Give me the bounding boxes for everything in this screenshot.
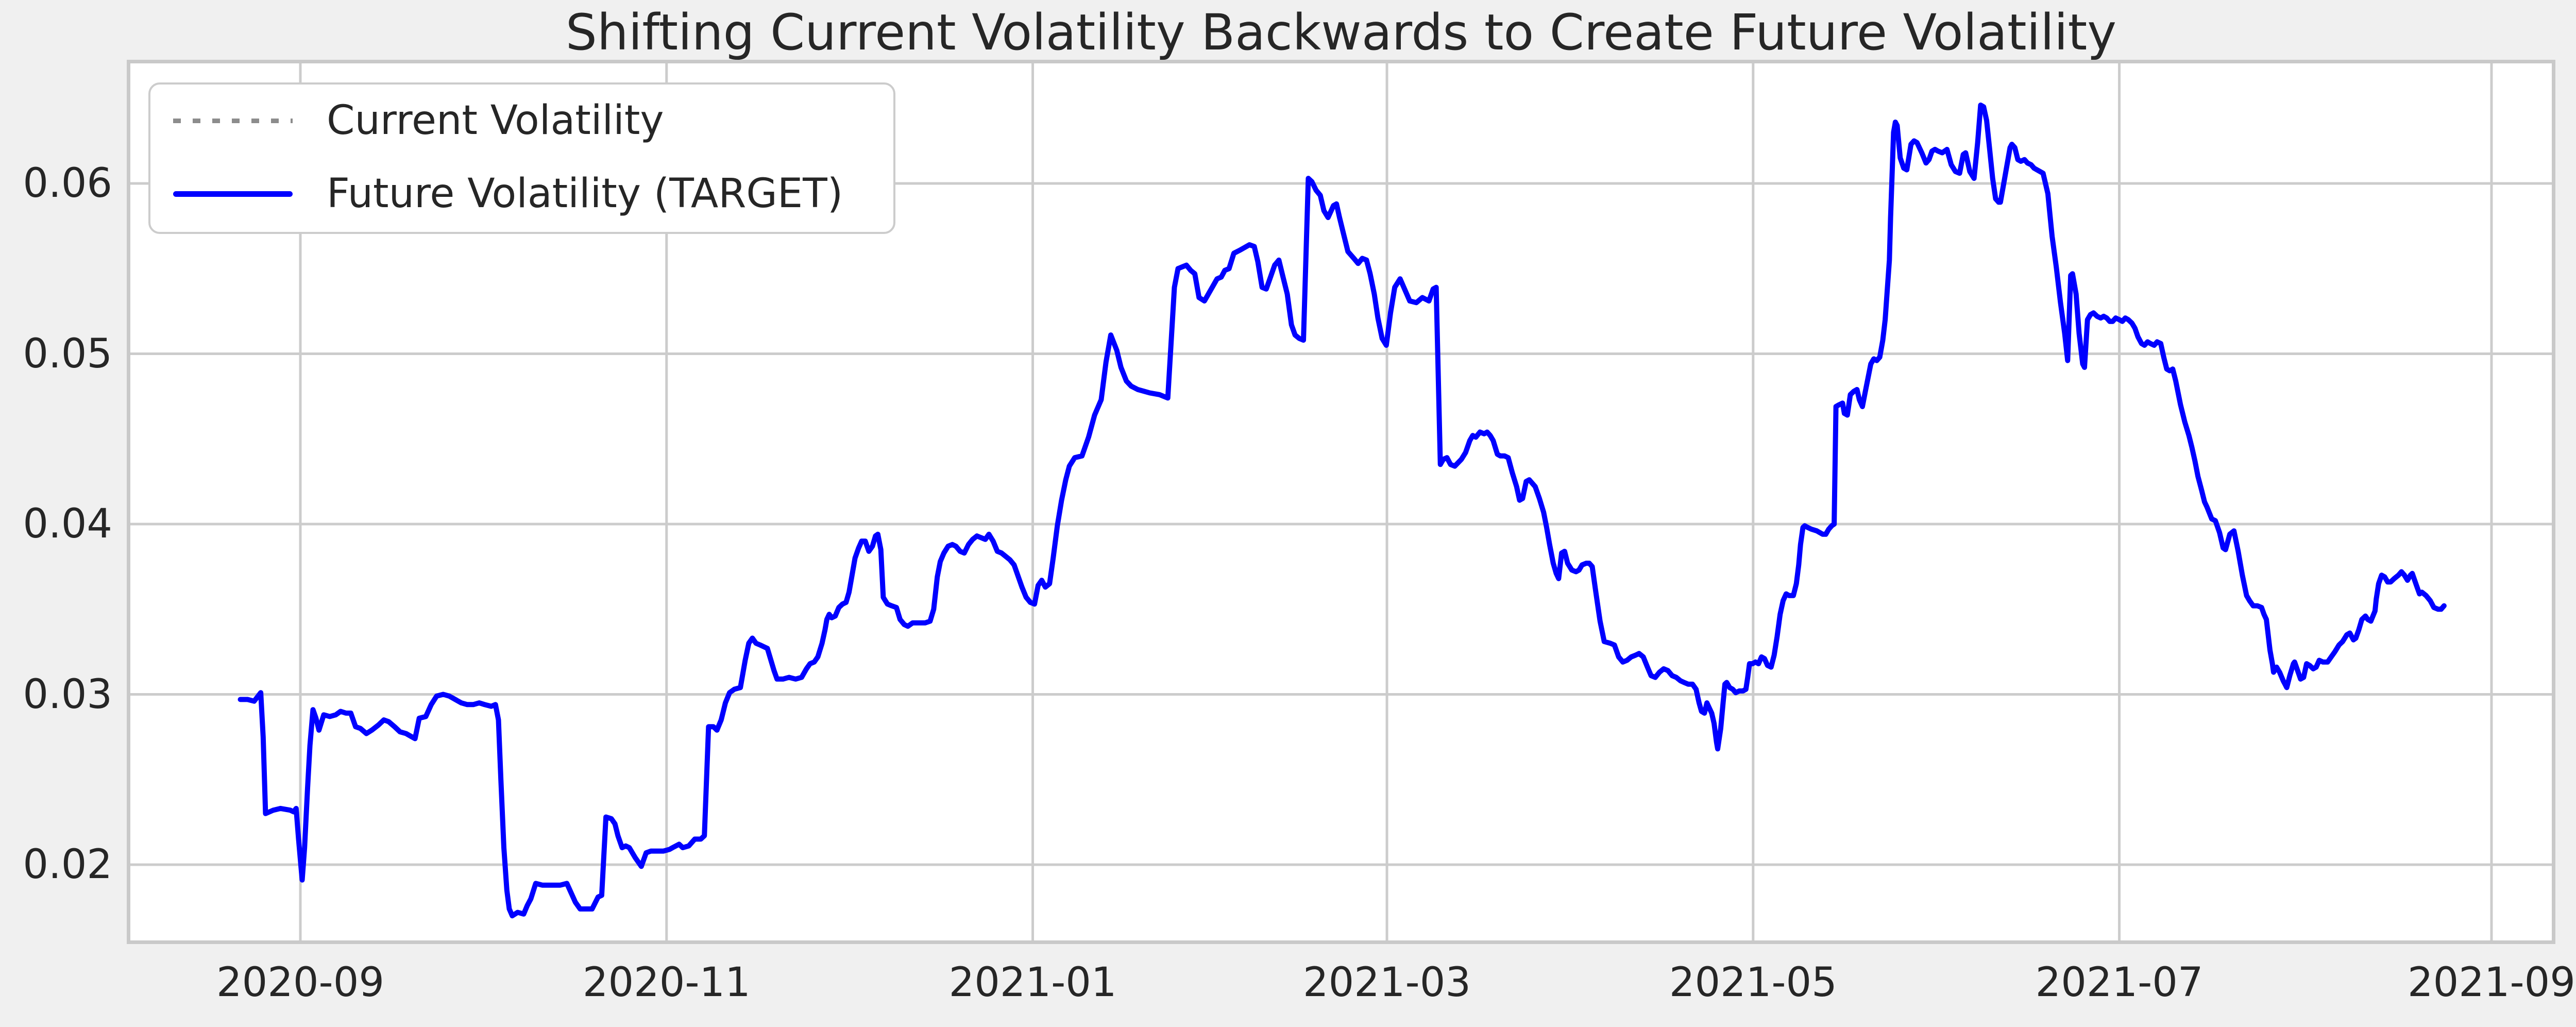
y-tick-label-0.05: 0.05: [23, 330, 112, 377]
x-tick-label-2021-07: 2021-07: [2035, 959, 2204, 1006]
x-tick-label-2021-03: 2021-03: [1303, 959, 1471, 1006]
legend-box: Current Volatility Future Volatility (TA…: [148, 82, 895, 234]
x-tick-label-2021-09: 2021-09: [2408, 959, 2575, 1006]
x-tick-label-2020-09: 2020-09: [216, 959, 384, 1006]
legend-entry-future-volatility: Future Volatility (TARGET): [173, 169, 843, 218]
legend-label: Current Volatility: [327, 97, 664, 144]
legend-label: Future Volatility (TARGET): [327, 171, 843, 217]
y-tick-label-0.03: 0.03: [23, 671, 112, 718]
volatility-line-svg: [130, 63, 2552, 940]
x-tick-label-2021-01: 2021-01: [948, 959, 1117, 1006]
legend-entry-current-volatility: Current Volatility: [173, 96, 664, 145]
x-tick-label-2020-11: 2020-11: [582, 959, 751, 1006]
solid-line-sample-icon: [173, 191, 293, 197]
chart-title: Shifting Current Volatility Backwards to…: [565, 4, 2117, 61]
series-future-volatility-target-: [238, 103, 2447, 919]
dotted-line-sample-icon: [173, 118, 293, 123]
x-tick-label-2021-05: 2021-05: [1669, 959, 1837, 1006]
y-tick-label-0.04: 0.04: [23, 501, 112, 547]
y-tick-label-0.02: 0.02: [23, 841, 112, 888]
y-tick-label-0.06: 0.06: [23, 160, 112, 207]
